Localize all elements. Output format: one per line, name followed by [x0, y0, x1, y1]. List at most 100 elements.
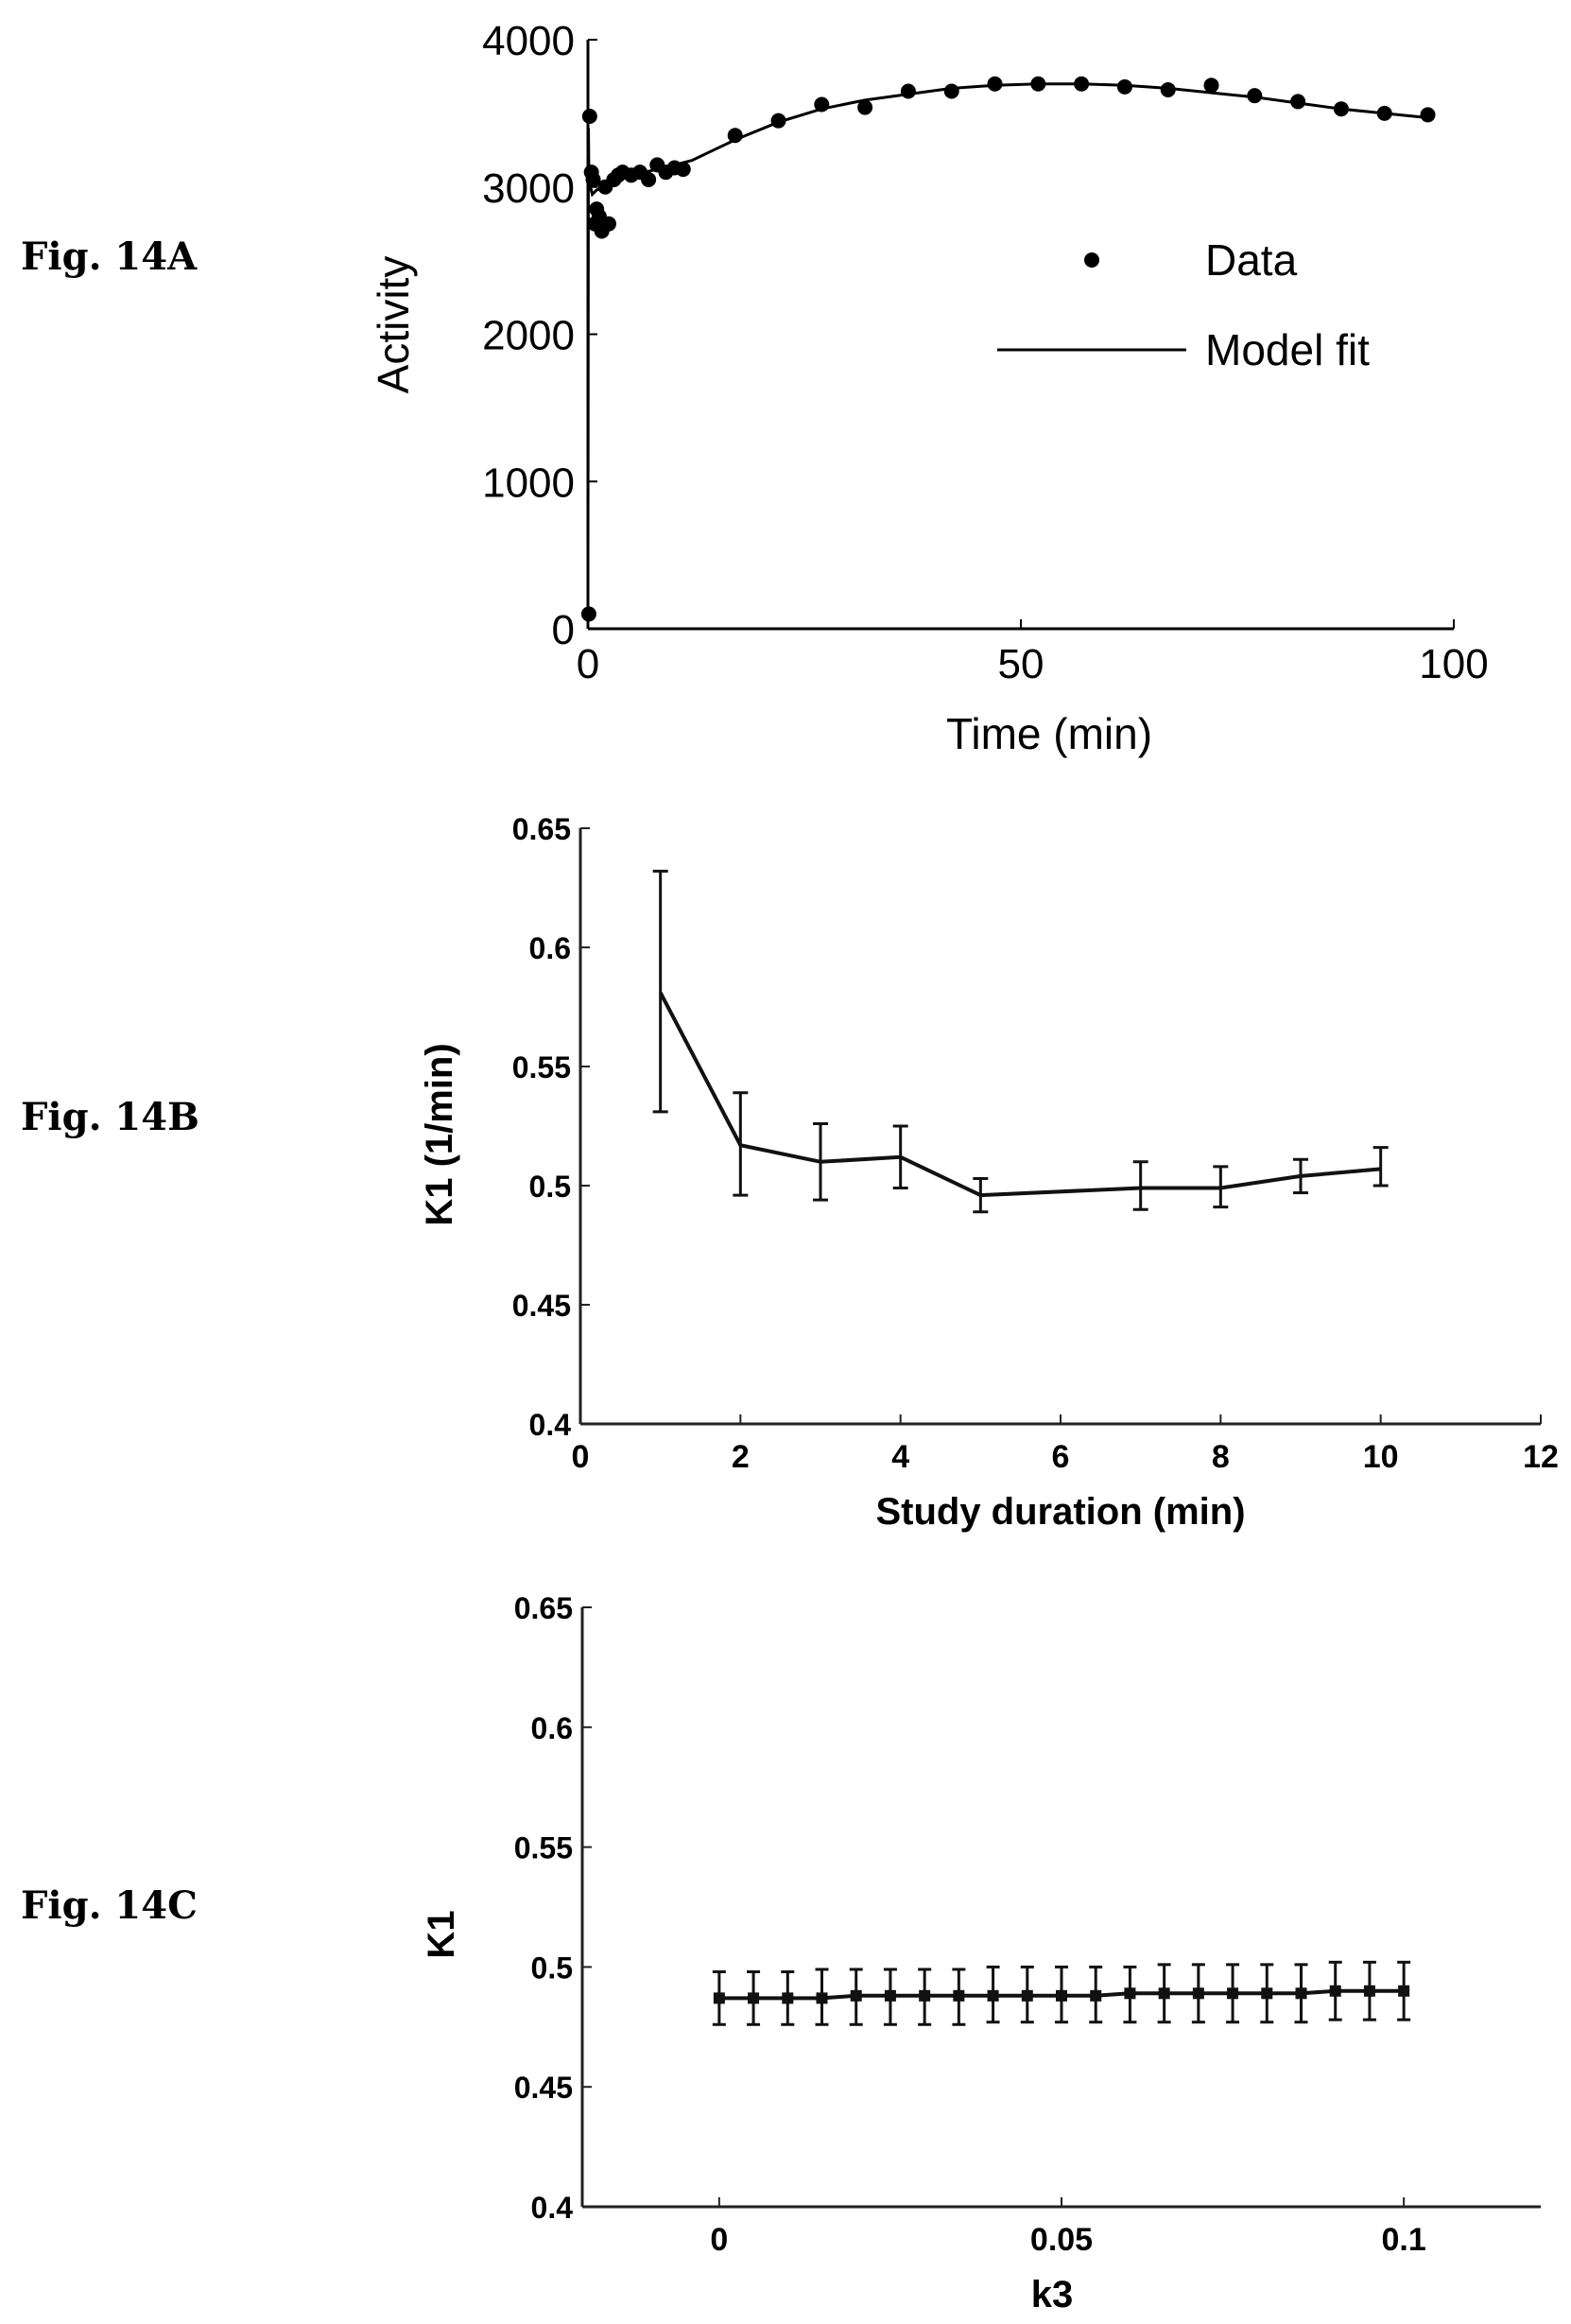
x-tick-label: 0 [572, 1439, 590, 1475]
data-point [1074, 76, 1090, 92]
y-tick-label: 0.65 [512, 812, 571, 846]
data-point [585, 171, 601, 187]
data-point [1376, 105, 1392, 121]
data-marker [919, 1989, 931, 2002]
y-tick-label: 0.5 [531, 1951, 573, 1985]
y-tick-label: 0.4 [529, 1408, 572, 1442]
x-tick-label: 12 [1523, 1439, 1559, 1475]
data-point [814, 96, 830, 113]
y-tick-label: 0.45 [512, 1289, 571, 1323]
k1-k3-chart: 0 0.05 0.1 0.4 0.45 0.5 0.55 0.6 0.65 k3 K1 [421, 1591, 1541, 2315]
figure-label-14c: Fig. 14C [21, 1883, 198, 1928]
data-marker [1227, 1987, 1239, 2000]
y-tick-label: 0.55 [514, 1831, 573, 1865]
x-axis-title: Time (min) [946, 709, 1152, 758]
y-axis-title: K1 [421, 1910, 462, 1958]
data-marker [1056, 1989, 1067, 2002]
data-marker [816, 1992, 828, 2004]
data-marker [713, 1992, 725, 2004]
x-tick-label: 0.1 [1382, 2222, 1426, 2258]
data-marker [1124, 1987, 1136, 2000]
series-line [658, 991, 1381, 1198]
data-point [1420, 107, 1436, 123]
data-point [581, 108, 597, 124]
error-bar [1372, 1146, 1389, 1188]
data-point [900, 83, 916, 99]
data-point [641, 171, 657, 187]
x-tick-label: 100 [1419, 641, 1488, 687]
data-marker [1329, 1985, 1341, 1997]
x-tick-label: 8 [1212, 1439, 1230, 1475]
data-marker [953, 1989, 965, 2002]
data-marker [782, 1992, 794, 2004]
y-tick-label: 0.4 [531, 2191, 574, 2225]
data-marker [987, 1989, 999, 2002]
data-point [1116, 78, 1132, 95]
error-bar [813, 1121, 828, 1202]
x-tick-label: 6 [1052, 1439, 1070, 1475]
legend-model-fit-label: Model fit [1205, 325, 1370, 374]
data-marker [1295, 1987, 1307, 2000]
data-point [987, 76, 1003, 92]
figure-label-14b: Fig. 14B [21, 1095, 199, 1139]
x-tick-label: 0 [577, 641, 599, 687]
data-marker [1090, 1989, 1102, 2002]
data-marker [1398, 1985, 1410, 1997]
x-tick-label: 2 [732, 1439, 750, 1475]
error-bar [1293, 1157, 1308, 1195]
x-axis-title: k3 [1031, 2274, 1074, 2315]
data-marker [1363, 1985, 1375, 1997]
y-tick-label: 3000 [482, 165, 575, 212]
x-tick-label: 50 [998, 641, 1044, 687]
data-marker [1158, 1987, 1170, 2000]
error-bar [652, 869, 668, 1114]
error-bar [1213, 1165, 1229, 1209]
data-marker [1192, 1987, 1204, 2000]
data-marker [1021, 1989, 1033, 2002]
x-axis-title: Study duration (min) [875, 1491, 1245, 1533]
error-bar [733, 1091, 749, 1197]
data-point [770, 113, 786, 129]
y-tick-label: 0.45 [514, 2071, 573, 2105]
data-point [943, 83, 959, 99]
data-point [1203, 78, 1219, 94]
data-point [1247, 88, 1263, 104]
data-point [1333, 101, 1349, 117]
x-tick-label: 10 [1363, 1439, 1399, 1475]
figure-label-14a: Fig. 14A [21, 234, 198, 279]
y-tick-label: 1000 [482, 460, 575, 506]
data-point [727, 128, 743, 144]
y-tick-label: 0.65 [514, 1591, 573, 1625]
x-tick-label: 0 [710, 2222, 728, 2258]
error-bar [892, 1124, 908, 1190]
x-tick-label: 4 [891, 1439, 909, 1475]
y-tick-label: 0.6 [531, 1711, 573, 1745]
data-point [1030, 76, 1046, 92]
y-tick-label: 4000 [482, 18, 575, 64]
y-axis-title: Activity [369, 256, 418, 394]
y-tick-label: 0.6 [529, 931, 571, 965]
y-tick-label: 0.55 [512, 1050, 571, 1084]
y-axis-title: K1 (1/min) [419, 1043, 460, 1225]
data-point [1160, 81, 1176, 97]
x-tick-label: 0.05 [1030, 2222, 1093, 2258]
data-marker [1261, 1987, 1273, 2000]
data-point [857, 99, 873, 115]
data-marker [850, 1989, 862, 2002]
legend-data-marker [1084, 252, 1099, 268]
y-tick-label: 2000 [482, 313, 575, 359]
data-point [1290, 94, 1306, 110]
data-point [580, 606, 596, 622]
data-marker [748, 1992, 760, 2004]
y-tick-label: 0.5 [529, 1170, 571, 1204]
error-bar [1132, 1160, 1148, 1211]
y-tick-label: 0 [552, 607, 575, 653]
model-fit-line [586, 82, 1428, 556]
k1-study-duration-chart: 0 2 4 6 8 10 12 0.4 0.45 0.5 0.55 0.6 0.65 Study dura… [419, 812, 1559, 1533]
data-marker [884, 1989, 896, 2002]
error-bar [973, 1176, 989, 1214]
data-point [675, 162, 691, 178]
legend-data-label: Data [1205, 235, 1298, 285]
data-point [600, 216, 616, 232]
